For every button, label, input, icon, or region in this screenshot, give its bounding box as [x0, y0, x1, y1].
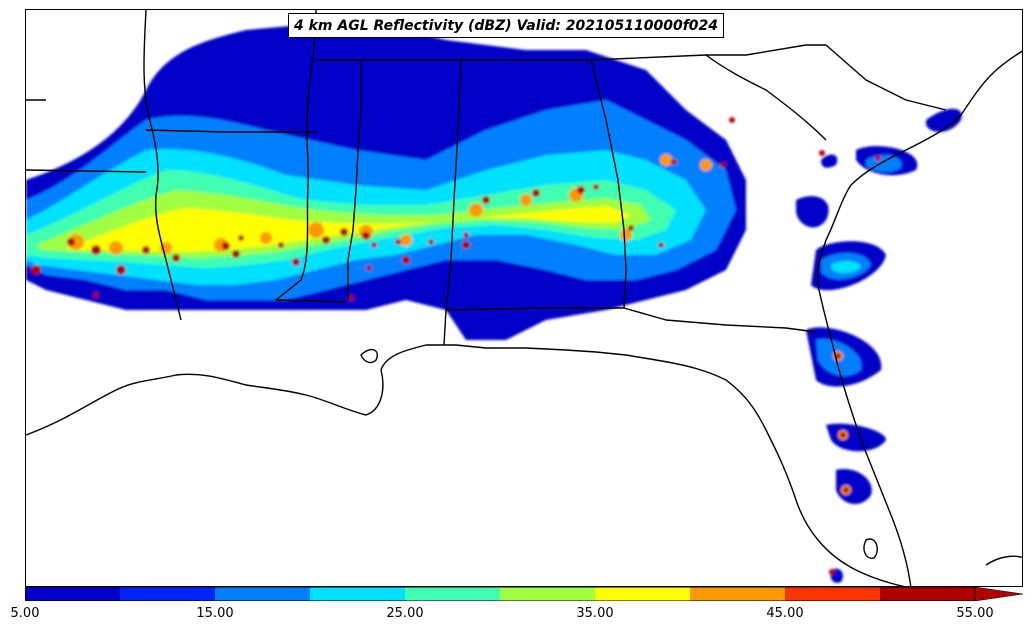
colorbar-segment [120, 587, 216, 601]
colorbar-tick-label: 15.00 [196, 606, 234, 621]
reflectivity-map [26, 10, 1022, 586]
colorbar-extend-arrow [974, 587, 1023, 601]
colorbar-segment [405, 587, 501, 601]
map-outlines [26, 10, 1022, 586]
colorbar-segment [785, 587, 881, 601]
colorbar-segment [595, 587, 691, 601]
colorbar-tick-label: 55.00 [956, 606, 994, 621]
map-panel [25, 9, 1023, 587]
colorbar-segment [880, 587, 976, 601]
colorbar-segment [500, 587, 596, 601]
colorbar-segment [215, 587, 311, 601]
colorbar-segment [25, 587, 121, 601]
colorbar [25, 587, 1023, 601]
colorbar-segment [310, 587, 406, 601]
colorbar-tick-label: 25.00 [386, 606, 424, 621]
colorbar-tick-label: 35.00 [576, 606, 614, 621]
colorbar-tick-label: 5.00 [10, 606, 40, 621]
map-title: 4 km AGL Reflectivity (dBZ) Valid: 20210… [288, 13, 725, 38]
reflectivity-field [26, 20, 962, 583]
colorbar-segment [690, 587, 786, 601]
colorbar-tick-label: 45.00 [766, 606, 804, 621]
